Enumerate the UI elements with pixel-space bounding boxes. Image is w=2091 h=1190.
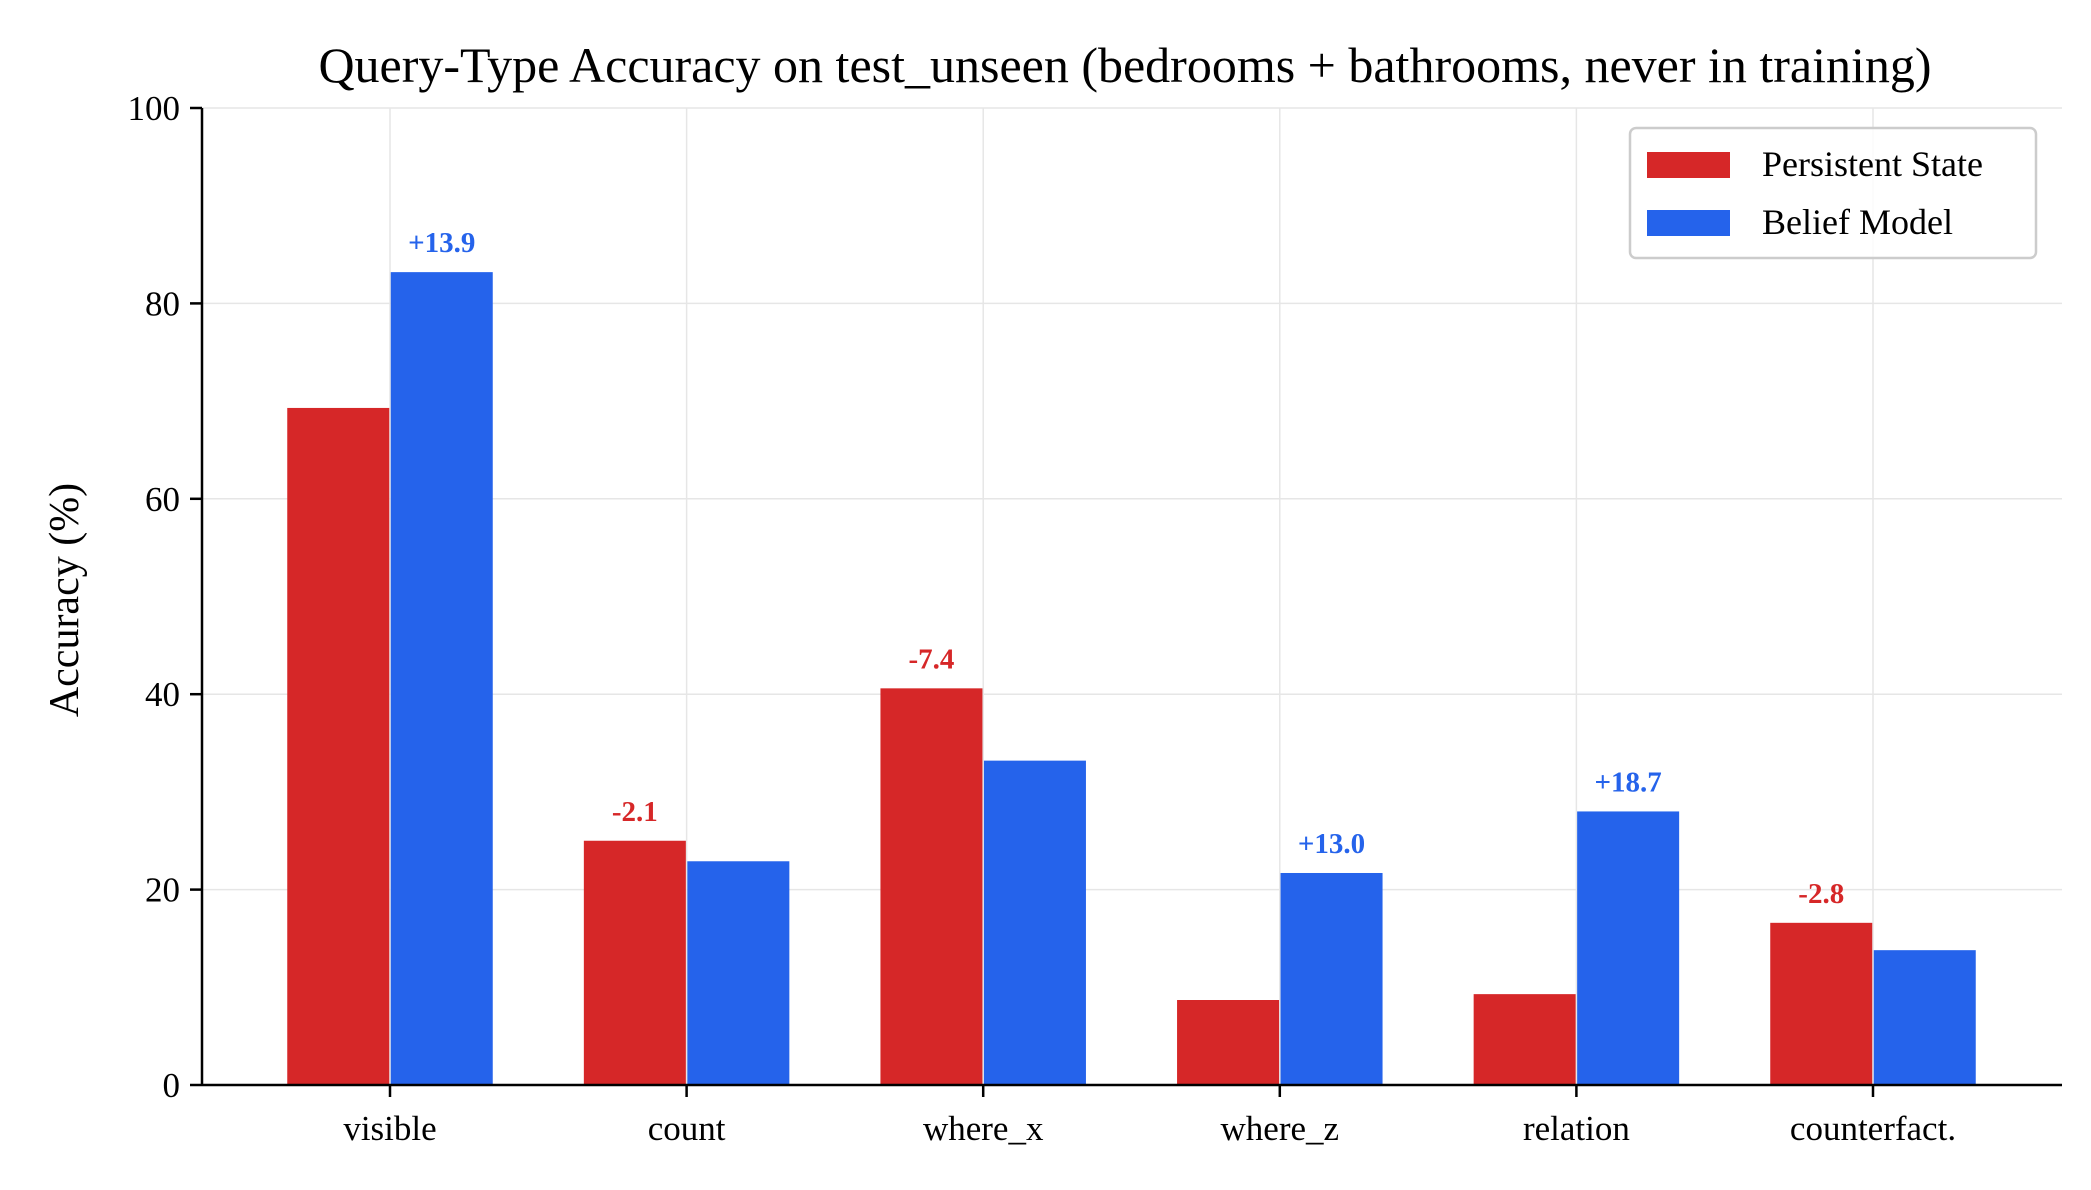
chart-title: Query-Type Accuracy on test_unseen (bedr… [318, 37, 1931, 93]
bar-persistent-state-counterfact [1770, 922, 1873, 1085]
bar-belief-model-visible [390, 272, 493, 1085]
delta-annotations: +13.9 -2.1 -7.4 +13.0 +18.7 -2.8 [408, 227, 1844, 910]
y-axis-label: Accuracy (%) [42, 483, 88, 717]
bar-belief-model-count [687, 861, 790, 1085]
x-tick-label: where_z [1221, 1109, 1340, 1148]
legend-frame [1628, 126, 2038, 260]
tick-labels: 0 20 40 60 80 100 visible count where_x where_z re… [128, 89, 1957, 1148]
bar-belief-model-relation [1577, 811, 1680, 1085]
legend-entry: Persistent State [1762, 144, 1983, 184]
bar-belief-model-where-x [983, 760, 1086, 1085]
bar-belief-model-counterfact [1873, 950, 1976, 1085]
y-tick-label: 20 [145, 871, 180, 910]
y-tick-label: 0 [163, 1066, 181, 1105]
legend: Persistent State Belief Model [1628, 126, 2038, 260]
x-tick-label: where_x [923, 1109, 1044, 1148]
bar-persistent-state-where-z [1177, 1000, 1280, 1085]
x-tick-label: visible [343, 1109, 436, 1148]
legend-entry: Belief Model [1762, 202, 1953, 242]
y-tick-label: 80 [145, 284, 180, 323]
bar-persistent-state-visible [287, 407, 390, 1086]
bar-persistent-state-where-x [880, 688, 983, 1085]
bar-belief-model-where-z [1280, 872, 1383, 1085]
delta-annotation: +13.9 [408, 227, 475, 259]
delta-annotation: -2.8 [1798, 878, 1844, 910]
legend-swatch [1647, 210, 1730, 236]
bars [287, 272, 1976, 1086]
x-tick-label: count [648, 1109, 726, 1148]
gridlines [202, 107, 2062, 1085]
y-tick-label: 40 [145, 675, 180, 714]
y-tick-label: 100 [128, 89, 181, 128]
legend-swatch [1647, 152, 1730, 178]
delta-annotation: -7.4 [908, 643, 954, 675]
delta-annotation: +13.0 [1298, 828, 1365, 860]
bar-persistent-state-count [583, 840, 686, 1085]
x-tick-label: counterfact. [1790, 1109, 1956, 1148]
delta-annotation: +18.7 [1595, 766, 1662, 798]
x-tick-label: relation [1523, 1109, 1630, 1148]
axes [190, 106, 2062, 1097]
y-tick-label: 60 [145, 480, 180, 519]
delta-annotation: -2.1 [612, 796, 658, 828]
bar-persistent-state-relation [1473, 994, 1576, 1085]
